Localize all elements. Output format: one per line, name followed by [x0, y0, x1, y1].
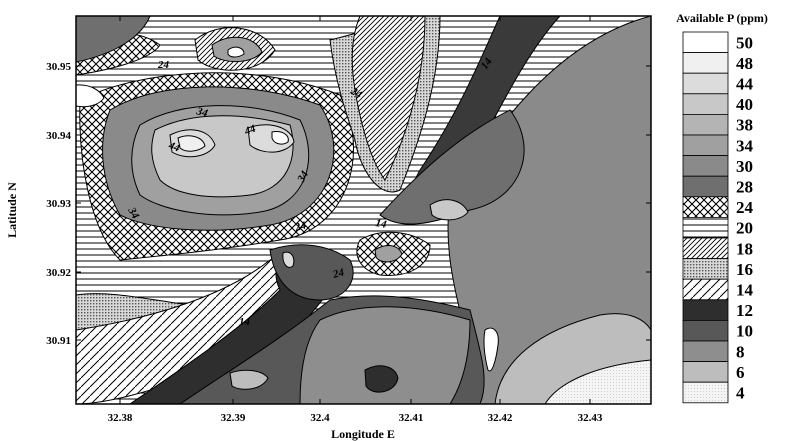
- south-narrow-spike: [483, 327, 499, 372]
- x-tick-label: 32.42: [488, 412, 513, 424]
- legend-swatch: [682, 319, 729, 342]
- x-tick-label: 32.38: [108, 412, 133, 424]
- x-tick-label: 32.43: [578, 412, 603, 424]
- x-tick-label: 32.4: [310, 412, 330, 424]
- legend-swatch: [682, 361, 729, 383]
- y-tick-label: 30.95: [46, 61, 71, 73]
- x-tick-label: 32.41: [399, 412, 424, 424]
- legend-swatch: [682, 31, 729, 54]
- contour-label: 24: [293, 219, 308, 234]
- legend: Available P (ppm) 5048444038343028242018…: [676, 11, 768, 404]
- central-low-spot: [374, 245, 403, 263]
- x-axis-tick-labels: 32.38 32.39 32.4 32.41 32.42 32.43: [108, 412, 603, 424]
- legend-label: 38: [736, 116, 753, 135]
- legend-label: 4: [736, 384, 745, 403]
- legend-swatch: [682, 340, 729, 363]
- legend-swatch: [682, 216, 729, 239]
- contour-label: 24: [157, 59, 170, 71]
- y-axis-tick-labels: 30.95 30.94 30.93 30.92 30.91: [46, 61, 71, 347]
- legend-label: 6: [736, 363, 745, 382]
- legend-swatch: [682, 258, 729, 280]
- legend-swatch: [682, 52, 729, 74]
- contour-label: 14: [239, 316, 251, 328]
- legend-label: 50: [736, 33, 753, 52]
- legend-label: 34: [736, 136, 754, 155]
- small-west-spot: [282, 251, 295, 268]
- north-small-hill-peak: [227, 46, 245, 58]
- legend-label: 20: [736, 219, 753, 238]
- contour-label: 34: [125, 205, 142, 222]
- contour-label: 14: [374, 217, 387, 231]
- east-small-spot: [429, 199, 469, 221]
- peak-east: [247, 124, 295, 153]
- plot-frame: [75, 15, 652, 405]
- legend-label: 40: [736, 95, 753, 114]
- legend-label: 48: [736, 54, 753, 73]
- east-band-mid: [379, 109, 525, 225]
- legend-swatch: [682, 299, 729, 321]
- legend-swatch: [682, 237, 729, 260]
- y-axis-ticks: [76, 65, 651, 341]
- legend-label: 14: [736, 281, 754, 300]
- peak-west-inner: [177, 135, 206, 152]
- y-tick-label: 30.94: [46, 130, 71, 142]
- legend-label: 30: [736, 157, 753, 176]
- legend-swatch: [682, 196, 729, 218]
- south-dark-spot: [364, 365, 399, 393]
- legend-swatch: [682, 93, 729, 115]
- legend-swatch: [682, 155, 729, 177]
- legend-swatch: [682, 278, 729, 301]
- south-small-6: [229, 369, 269, 390]
- northwest-dark-corner: [76, 16, 151, 63]
- legend-swatch: [682, 381, 729, 404]
- legend-label: 16: [736, 260, 753, 279]
- contour-labels: 24 24 34 44 44 34 34 24 14 24 14 14: [125, 55, 495, 328]
- y-tick-label: 30.92: [46, 267, 71, 279]
- legend-label: 12: [736, 301, 753, 320]
- legend-title: Available P (ppm): [676, 11, 768, 25]
- contour-label: 44: [166, 139, 182, 155]
- y-axis-title: Latitude N: [5, 182, 19, 238]
- legend-swatch: [682, 114, 729, 136]
- contour-label: 44: [242, 123, 258, 139]
- legend-label: 8: [736, 342, 745, 361]
- peak-east-inner: [271, 131, 289, 145]
- contour-regions: [76, 16, 651, 404]
- contour-label: 24: [331, 266, 346, 281]
- legend-label: 44: [736, 75, 754, 94]
- south-level-8: [299, 306, 471, 404]
- x-axis-ticks: [119, 16, 591, 404]
- legend-label: 28: [736, 178, 753, 197]
- legend-swatch: [682, 175, 729, 198]
- contour-label: 34: [295, 169, 312, 186]
- west-horizontal-strip: [76, 84, 105, 108]
- y-tick-label: 30.93: [46, 198, 71, 210]
- legend-label: 10: [736, 322, 753, 341]
- legend-swatch: [682, 134, 729, 157]
- x-axis-title: Longitude E: [331, 427, 395, 441]
- contour-label: 24: [348, 85, 365, 102]
- north-diagonal-band: [351, 16, 426, 181]
- x-tick-label: 32.39: [221, 412, 246, 424]
- legend-swatch: [682, 72, 729, 95]
- contour-label: 34: [194, 105, 209, 120]
- legend-label: 24: [736, 198, 754, 217]
- legend-label: 18: [736, 239, 753, 258]
- y-tick-label: 30.91: [46, 335, 71, 347]
